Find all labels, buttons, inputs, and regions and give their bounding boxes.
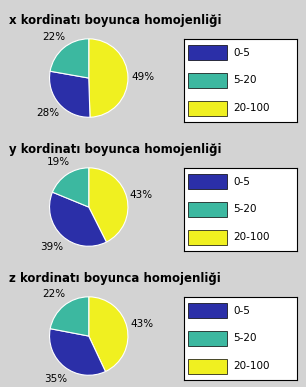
Text: 5-20: 5-20 (233, 204, 257, 214)
Text: 43%: 43% (130, 319, 153, 329)
Wedge shape (50, 71, 90, 117)
Wedge shape (50, 192, 106, 246)
Bar (188, 73, 227, 88)
Text: 28%: 28% (36, 108, 59, 118)
Wedge shape (50, 39, 89, 78)
Text: y kordinatı boyunca homojenliği: y kordinatı boyunca homojenliği (9, 144, 222, 156)
Bar (188, 331, 227, 346)
Text: 39%: 39% (40, 242, 64, 252)
Wedge shape (89, 168, 128, 242)
Wedge shape (89, 297, 128, 372)
Text: 0-5: 0-5 (233, 177, 250, 187)
Bar (188, 359, 227, 374)
Bar (188, 101, 227, 116)
Wedge shape (50, 329, 106, 375)
Bar (188, 230, 227, 245)
Text: 5-20: 5-20 (233, 75, 257, 86)
Text: 0-5: 0-5 (233, 306, 250, 316)
Bar (188, 45, 227, 60)
Text: x kordinatı boyunca homojenliği: x kordinatı boyunca homojenliği (9, 14, 222, 27)
Text: 5-20: 5-20 (233, 334, 257, 344)
Bar (188, 202, 227, 217)
Text: 43%: 43% (130, 190, 153, 200)
Text: 22%: 22% (43, 32, 65, 41)
Text: 0-5: 0-5 (233, 48, 250, 58)
Wedge shape (89, 39, 128, 117)
Text: 19%: 19% (47, 157, 70, 167)
Wedge shape (52, 168, 89, 207)
Bar (188, 303, 227, 318)
Text: 20-100: 20-100 (233, 361, 270, 371)
Text: 35%: 35% (44, 374, 67, 384)
Text: z kordinatı boyunca homojenliği: z kordinatı boyunca homojenliği (9, 272, 221, 286)
Wedge shape (50, 297, 89, 336)
Text: 20-100: 20-100 (233, 103, 270, 113)
Text: 49%: 49% (131, 72, 155, 82)
Text: 22%: 22% (43, 289, 66, 300)
Text: 20-100: 20-100 (233, 232, 270, 242)
Bar (188, 174, 227, 189)
